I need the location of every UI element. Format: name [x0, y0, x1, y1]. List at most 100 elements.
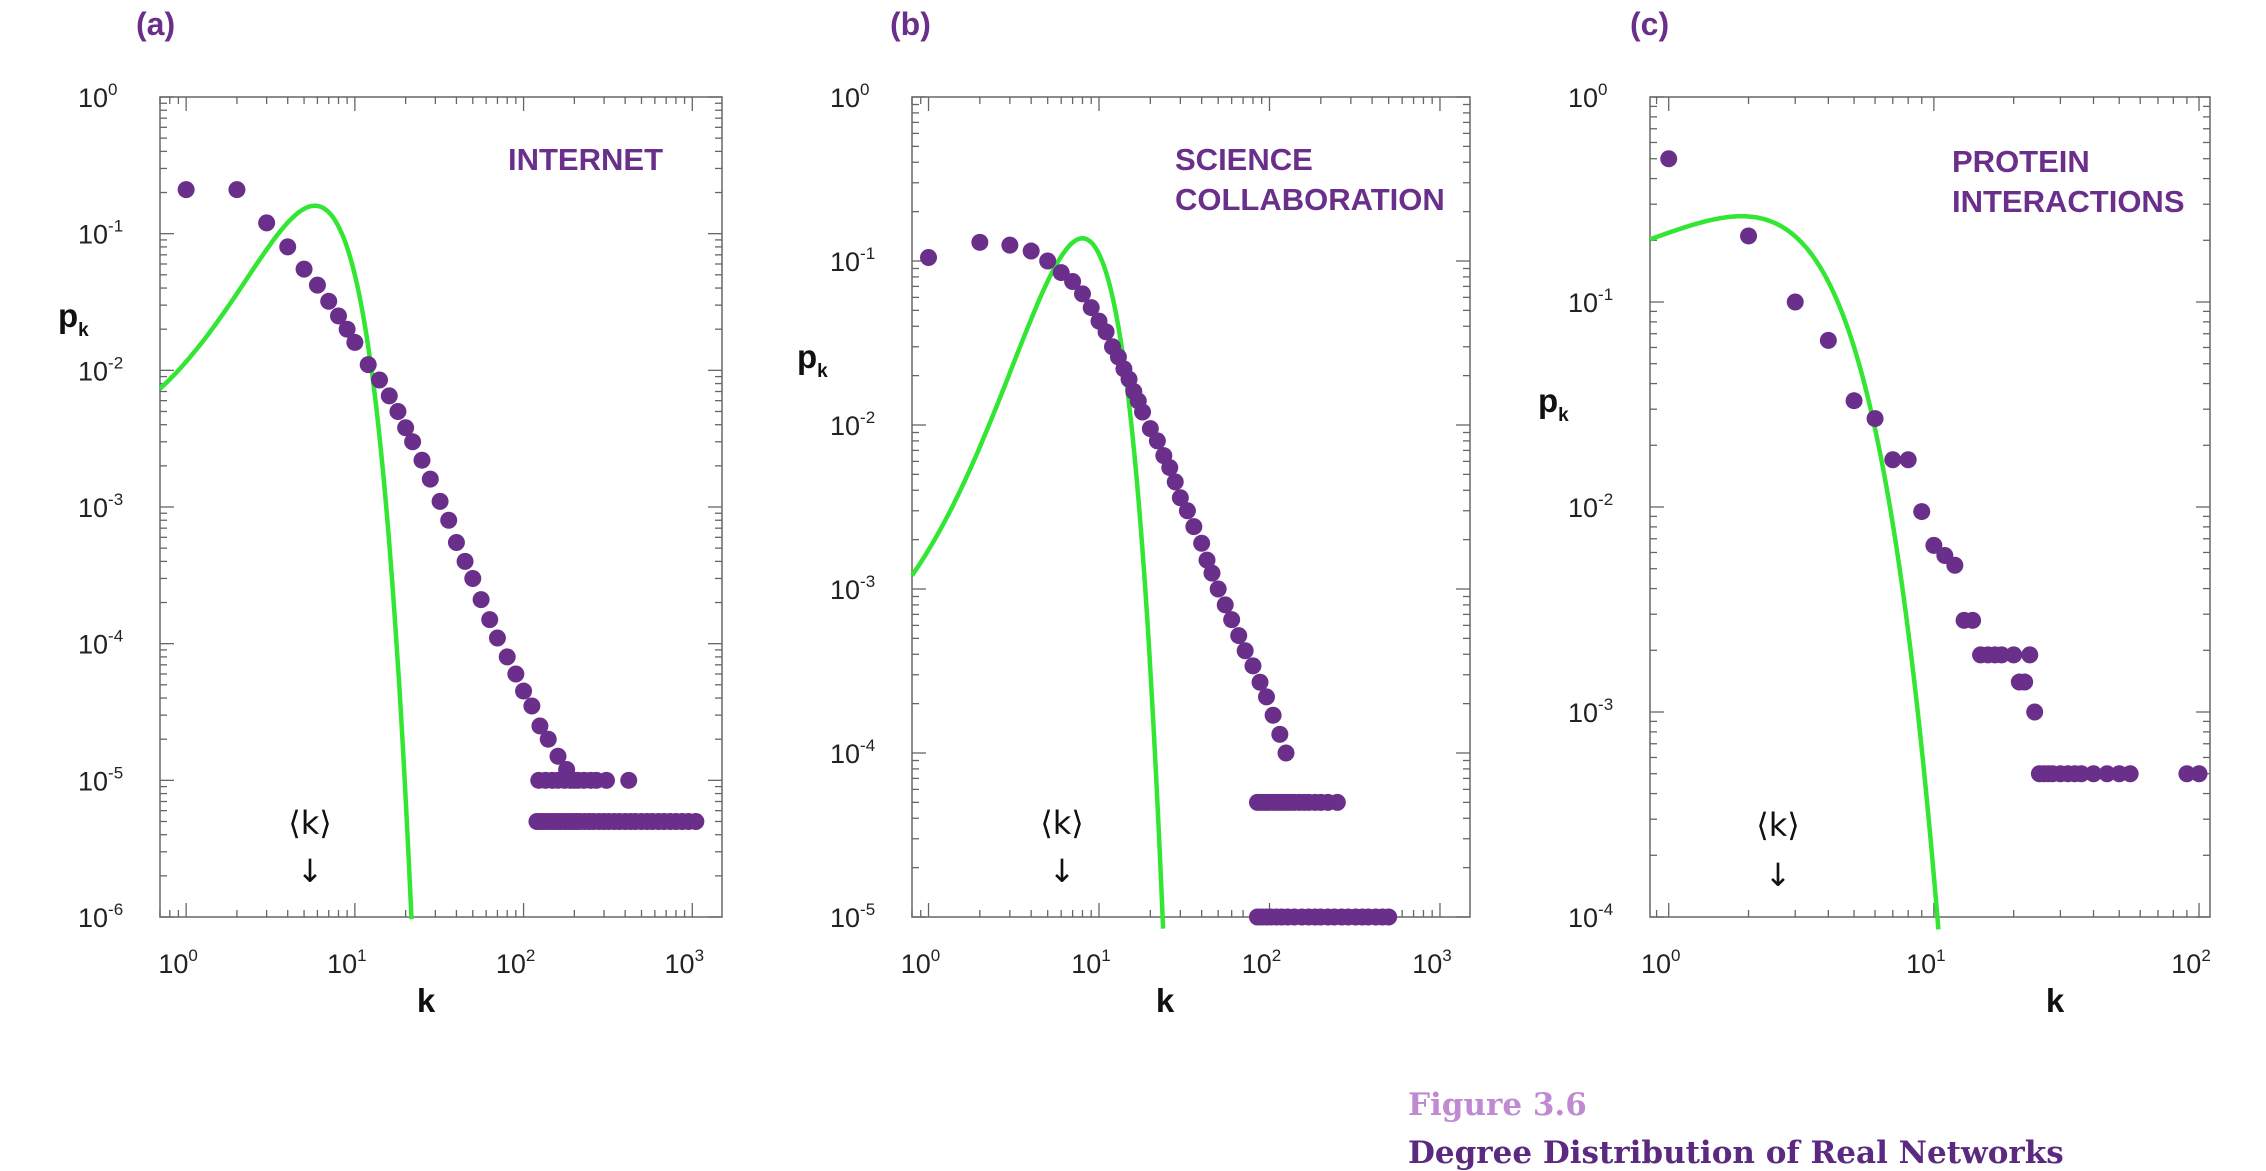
y-tick-exp: 0 [108, 80, 117, 99]
plot-frame-rect [1649, 96, 2211, 918]
data-point [1866, 410, 1884, 428]
data-point [472, 591, 490, 609]
data-point [177, 181, 195, 199]
panel-label-a: (a) [136, 6, 175, 42]
mean-degree-arrow-c: ↓ [1765, 856, 1792, 894]
x-axis-title-a: k [417, 982, 436, 1019]
data-point [1964, 611, 1982, 629]
y-tick-label: 10-5 [78, 763, 123, 796]
data-point [597, 771, 615, 789]
x-tick-base: 10 [2171, 949, 2201, 979]
data-point [687, 812, 705, 830]
data-point [1819, 331, 1837, 349]
mean-degree-arrow-b: ↓ [1049, 852, 1076, 890]
data-point [549, 747, 567, 765]
x-tick-base: 10 [1242, 949, 1272, 979]
x-tick-label: 103 [665, 946, 705, 979]
data-point [2021, 646, 2039, 664]
data-point [1039, 252, 1057, 270]
x-tick-base: 10 [1412, 949, 1442, 979]
data-points-c [1660, 150, 2208, 783]
y-tick-base: 10 [78, 630, 108, 660]
data-point [1097, 323, 1115, 341]
data-points-a [177, 181, 705, 830]
x-tick-base: 10 [1071, 949, 1101, 979]
data-point [971, 233, 989, 251]
data-point [1277, 744, 1295, 762]
y-tick-label: 10-2 [78, 353, 123, 386]
data-point [1244, 657, 1262, 675]
data-point [1740, 227, 1758, 245]
network-label-protein-line2: INTERACTIONS [1952, 184, 2185, 219]
y-tick-exp: -2 [1598, 490, 1613, 509]
y-tick-label: 10-2 [1568, 490, 1613, 523]
y-tick-label: 10-3 [1568, 695, 1613, 728]
data-points-b [920, 233, 1398, 926]
x-tick-exp: 2 [1272, 946, 1281, 965]
y-tick-exp: 0 [1598, 80, 1607, 99]
y-tick-base: 10 [78, 493, 108, 523]
y-tick-base: 10 [830, 575, 860, 605]
y-tick-exp: -5 [860, 900, 875, 919]
y-axis-title-b: pk [797, 338, 828, 382]
data-point [1203, 564, 1221, 582]
data-point [1786, 293, 1804, 311]
data-point [1380, 908, 1398, 926]
data-point [2026, 703, 2044, 721]
y-tick-exp: -1 [860, 244, 875, 263]
data-point [539, 730, 557, 748]
data-point [1166, 473, 1184, 491]
data-point [1022, 242, 1040, 260]
data-point [440, 511, 458, 529]
data-point [464, 569, 482, 587]
data-point [481, 611, 499, 629]
data-point [1236, 642, 1254, 660]
y-tick-label: 10-3 [830, 572, 875, 605]
x-tick-label: 100 [1641, 946, 1681, 979]
data-point [320, 292, 338, 310]
x-tick-label: 102 [2171, 946, 2211, 979]
data-point [1198, 551, 1216, 569]
y-tick-label: 10-5 [830, 900, 875, 933]
data-point [431, 492, 449, 510]
data-point [1209, 580, 1227, 598]
data-point [228, 181, 246, 199]
network-label-science: SCIENCE COLLABORATION [1175, 142, 1445, 217]
plot-frame-rect [911, 96, 1471, 918]
x-tick-label: 101 [1071, 946, 1111, 979]
x-tick-exp: 1 [1936, 946, 1945, 965]
y-tick-base: 10 [830, 83, 860, 113]
y-axis-title-c-main: p [1538, 382, 1558, 419]
data-point [389, 402, 407, 420]
y-tick-label: 10-1 [78, 217, 123, 250]
data-point [1052, 264, 1070, 282]
panel-label-c: (c) [1630, 6, 1669, 42]
data-point [620, 771, 638, 789]
data-point [1178, 502, 1196, 520]
data-point [498, 648, 516, 666]
panel-science-collaboration: (b) SCIENCE COLLABORATION 100 101 102 10310… [797, 6, 1471, 1019]
data-point [346, 333, 364, 351]
mean-degree-label-a: ⟨k⟩ [288, 804, 332, 842]
y-tick-base: 10 [1568, 903, 1598, 933]
x-tick-exp: 3 [695, 946, 704, 965]
y-tick-label: 10-6 [78, 900, 123, 933]
data-point [1185, 518, 1203, 536]
poisson-curve [910, 236, 1166, 929]
data-point [1993, 646, 2011, 664]
y-axis-title-c: pk [1538, 382, 1569, 426]
figure-title: Degree Distribution of Real Networks [1408, 1135, 2064, 1171]
x-tick-exp: 2 [2201, 946, 2210, 965]
y-tick-exp: -6 [108, 900, 123, 919]
y-tick-base: 10 [1568, 493, 1598, 523]
data-point [397, 419, 415, 437]
y-tick-exp: -4 [108, 627, 123, 646]
y-tick-label: 100 [1568, 80, 1608, 113]
data-point [1251, 673, 1269, 691]
data-point [1216, 596, 1234, 614]
y-tick-exp: -3 [1598, 695, 1613, 714]
data-point [1171, 489, 1189, 507]
y-tick-label: 10-1 [1568, 285, 1613, 318]
data-point [295, 260, 313, 278]
panel-protein-interactions: (c) PROTEIN INTERACTIONS 100 101 10210010-… [1538, 6, 2211, 1019]
